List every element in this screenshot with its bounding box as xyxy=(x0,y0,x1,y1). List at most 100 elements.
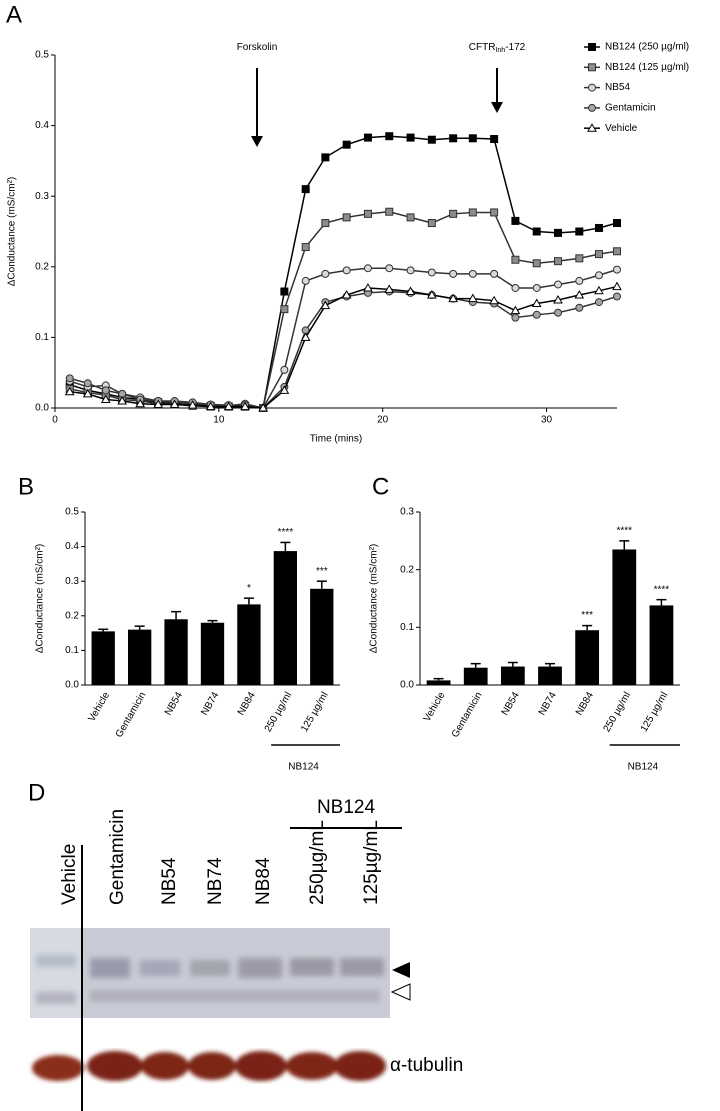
x-tick-label: 30 xyxy=(541,415,553,426)
marker xyxy=(532,259,541,268)
marker xyxy=(363,264,372,273)
group-label: NB124 xyxy=(317,797,376,818)
legend-label: NB124 (125 µg/ml) xyxy=(605,62,689,73)
marker xyxy=(588,83,596,92)
y-tick-label: 0.3 xyxy=(400,507,414,518)
legend-label: Vehicle xyxy=(605,123,638,134)
blot-band xyxy=(190,960,230,976)
blot-band xyxy=(90,958,130,978)
annotation: CFTRInh-172 xyxy=(469,42,526,54)
blot-band xyxy=(140,960,180,976)
significance-label: **** xyxy=(654,584,670,595)
marker xyxy=(101,386,110,395)
marker xyxy=(448,293,459,303)
y-tick-label: 0.2 xyxy=(65,610,79,621)
marker xyxy=(341,290,352,299)
bar xyxy=(463,667,488,685)
y-tick-label: 0.4 xyxy=(35,120,49,131)
marker xyxy=(532,310,541,319)
x-tick-label: Gentamicin xyxy=(450,690,485,739)
marker xyxy=(385,264,394,273)
x-tick-label: NB54 xyxy=(500,690,522,718)
marker xyxy=(100,394,111,404)
marker xyxy=(574,290,585,299)
significance-label: *** xyxy=(581,610,593,621)
bar xyxy=(649,605,674,685)
marker xyxy=(554,308,563,317)
marker xyxy=(205,401,216,411)
marker xyxy=(406,213,415,222)
marker xyxy=(405,286,416,296)
group-label: NB124 xyxy=(628,762,659,773)
bar xyxy=(91,631,115,685)
x-tick-label: 250 µg/ml xyxy=(602,690,634,734)
bar xyxy=(426,680,451,685)
y-tick-label: 0.0 xyxy=(35,403,49,414)
marker xyxy=(385,132,394,141)
annotation-part: CFTR xyxy=(469,42,496,53)
arrow-head xyxy=(251,136,263,147)
marker xyxy=(511,313,520,322)
lane-label: NB74 xyxy=(205,857,226,905)
y-tick-label: 0.0 xyxy=(400,680,414,691)
x-tick-label: Vehicle xyxy=(422,690,448,724)
lane-label: Vehicle xyxy=(59,844,80,905)
x-tick-label: 10 xyxy=(213,415,225,426)
marker xyxy=(258,402,268,412)
marker xyxy=(342,213,351,222)
band-arrowhead xyxy=(390,983,411,1001)
marker xyxy=(553,294,563,304)
annotation-part: -172 xyxy=(505,42,525,53)
marker xyxy=(575,276,584,285)
lane-label: 125µg/mL xyxy=(361,820,382,905)
marker xyxy=(588,63,596,72)
panel-letter: C xyxy=(372,473,389,500)
blot-band xyxy=(36,992,76,1004)
bar xyxy=(164,619,188,685)
marker xyxy=(321,153,330,162)
y-tick-label: 0.1 xyxy=(35,332,49,343)
bar xyxy=(273,551,298,685)
marker xyxy=(321,269,330,278)
marker xyxy=(363,133,372,142)
x-axis-title: Time (mins) xyxy=(310,434,362,445)
marker xyxy=(321,219,330,228)
marker xyxy=(613,219,621,228)
marker xyxy=(449,134,458,143)
marker xyxy=(384,284,395,293)
marker xyxy=(594,223,603,232)
loading-control-label: α-tubulin xyxy=(390,1055,463,1076)
x-tick-label: NB74 xyxy=(199,690,221,718)
marker xyxy=(510,305,521,315)
y-tick-label: 0.2 xyxy=(35,261,49,272)
significance-label: *** xyxy=(316,566,328,577)
lane-label: NB54 xyxy=(159,857,180,905)
marker xyxy=(511,216,520,225)
marker xyxy=(575,227,584,236)
marker xyxy=(532,227,541,236)
lane-label: Gentamicin xyxy=(107,809,128,905)
x-tick-label: Vehicle xyxy=(86,690,112,724)
bar xyxy=(612,549,637,685)
marker xyxy=(83,379,92,388)
marker xyxy=(449,269,458,278)
marker xyxy=(594,298,603,307)
y-axis-title: ΔConductance (mS/cm²) xyxy=(369,544,380,654)
marker xyxy=(280,287,289,296)
y-tick-label: 0.3 xyxy=(35,191,49,202)
lane-label: NB84 xyxy=(253,857,274,905)
marker xyxy=(187,400,198,409)
annotation-part: Inh xyxy=(495,47,505,54)
panel-letter: A xyxy=(6,1,22,28)
marker xyxy=(363,282,373,292)
x-tick-label: NB74 xyxy=(537,690,559,718)
marker xyxy=(468,134,477,143)
blot xyxy=(30,827,411,1111)
marker xyxy=(587,123,597,132)
marker xyxy=(490,269,499,278)
marker xyxy=(426,290,437,299)
marker xyxy=(240,401,250,411)
marker xyxy=(554,257,563,266)
marker xyxy=(280,365,289,374)
significance-label: **** xyxy=(278,527,294,538)
